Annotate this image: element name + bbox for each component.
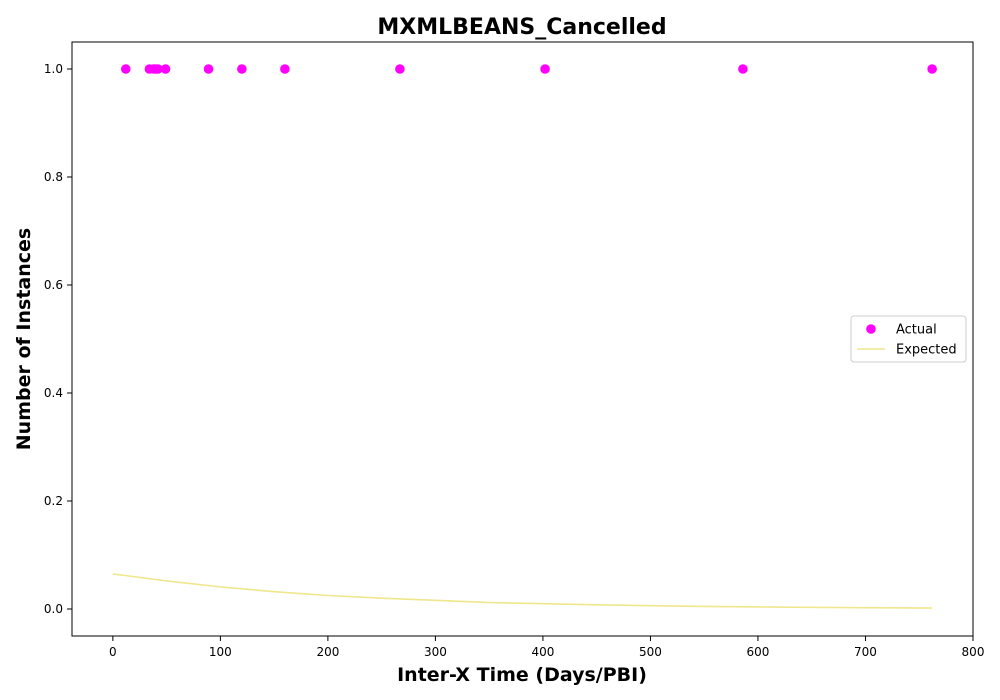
y-tick-label: 0.4 [44, 386, 63, 400]
plot-area [112, 64, 937, 609]
y-tick-label: 0.0 [44, 602, 63, 616]
x-tick-label: 600 [747, 645, 770, 659]
x-tick-label: 100 [209, 645, 232, 659]
legend-box [850, 315, 967, 363]
actual-point [540, 64, 550, 74]
actual-point [153, 64, 163, 74]
axis-ticks: 0 100 200 300 400 500 600 700 800 0.0 0.2 0.4 0.6 0.8… [44, 62, 985, 659]
actual-point [160, 64, 171, 74]
y-axis-label: Number of Instances [13, 228, 35, 450]
y-tick-label: 0.8 [44, 170, 63, 184]
actual-point [203, 64, 214, 74]
actual-point [738, 64, 748, 74]
actual-point [280, 64, 290, 74]
legend-label: Expected [896, 343, 957, 358]
y-tick-label: 1.0 [44, 62, 63, 76]
x-tick-label: 700 [854, 645, 877, 659]
x-tick-label: 0 [109, 645, 117, 659]
x-tick-label: 300 [424, 645, 447, 659]
x-tick-label: 500 [639, 645, 662, 659]
x-tick-label: 200 [316, 645, 339, 659]
chart-title: MXMLBEANS_Cancelled [377, 15, 666, 40]
actual-point [395, 64, 405, 74]
x-tick-label: 800 [962, 645, 985, 659]
y-tick-label: 0.2 [44, 494, 63, 508]
actual-point [927, 64, 937, 74]
y-tick-label: 0.6 [44, 278, 63, 292]
actual-point [237, 64, 247, 74]
legend-label: Actual [896, 323, 937, 338]
x-tick-label: 400 [531, 645, 554, 659]
legend: Actual Expected [850, 315, 967, 363]
plot-frame [71, 41, 974, 637]
actual-point [120, 64, 131, 74]
legend-swatch-actual [866, 324, 876, 334]
x-axis-label: Inter-X Time (Days/PBI) [397, 664, 647, 686]
expected-line [112, 573, 933, 609]
